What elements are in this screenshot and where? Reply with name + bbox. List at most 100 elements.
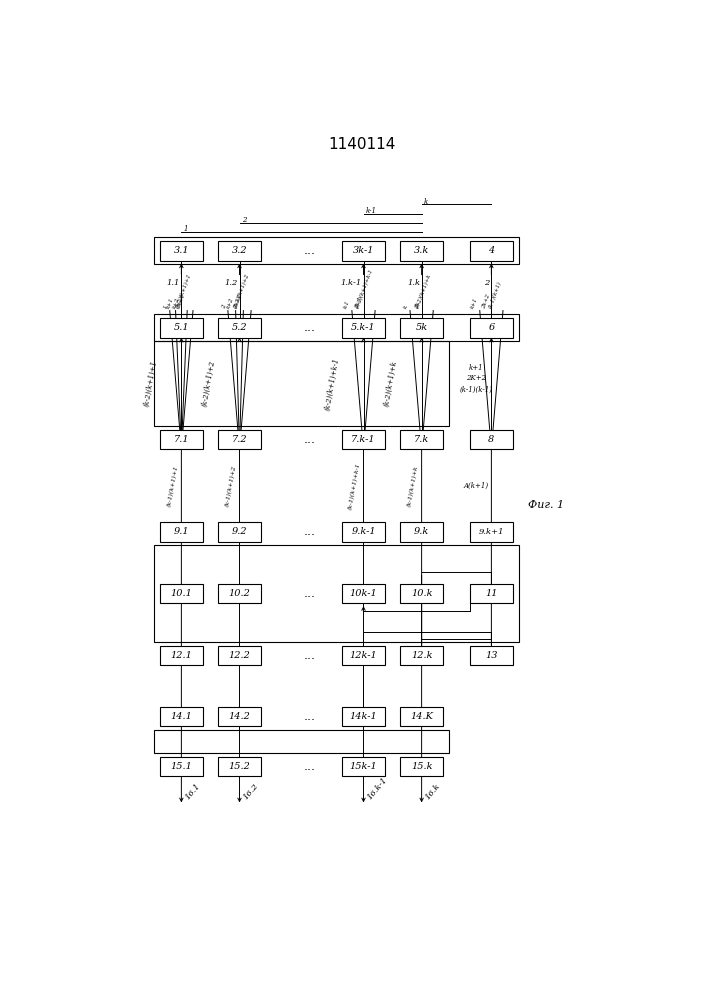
Text: k-1: k-1 [344, 299, 351, 309]
Bar [218, 757, 261, 776]
Text: 2k+1: 2k+1 [177, 293, 187, 309]
Bar [218, 522, 261, 542]
Bar [470, 522, 513, 542]
Bar [400, 584, 443, 603]
Bar [342, 707, 385, 726]
Text: 9.k-1: 9.k-1 [351, 527, 376, 536]
Text: (k-1)(k+1)+2: (k-1)(k+1)+2 [225, 465, 237, 507]
Text: (k-2)(k+1)+1: (k-2)(k+1)+1 [175, 273, 192, 309]
Text: 2: 2 [242, 216, 246, 224]
Text: 15.2: 15.2 [228, 762, 250, 771]
Text: 3.1: 3.1 [173, 246, 189, 255]
Text: 10.1: 10.1 [170, 589, 192, 598]
Text: 3.2: 3.2 [232, 246, 247, 255]
Text: 14.K: 14.K [410, 712, 433, 721]
Bar [160, 646, 203, 665]
Text: 8: 8 [489, 435, 494, 444]
Text: 10.2: 10.2 [228, 589, 250, 598]
Bar [154, 545, 519, 642]
Text: (k-2)(k+1)+2: (k-2)(k+1)+2 [201, 360, 216, 408]
Bar [470, 318, 513, 338]
Text: 1.k: 1.k [407, 279, 420, 287]
Text: ...: ... [303, 525, 315, 538]
Bar [470, 646, 513, 665]
Text: 16.k-1: 16.k-1 [366, 776, 389, 801]
Bar [470, 430, 513, 449]
Bar [470, 584, 513, 603]
Text: 7.1: 7.1 [173, 435, 189, 444]
Bar [218, 707, 261, 726]
Bar [342, 522, 385, 542]
Bar [154, 730, 449, 753]
Text: 2k+2: 2k+2 [233, 293, 243, 309]
Text: 13: 13 [485, 651, 498, 660]
Text: k+2: k+2 [226, 297, 235, 309]
Text: (k-2)(k+1)+2: (k-2)(k+1)+2 [233, 273, 250, 309]
Text: 16.1: 16.1 [184, 782, 202, 801]
Text: 2K+2: 2K+2 [466, 374, 486, 382]
Bar [400, 757, 443, 776]
Text: 1: 1 [163, 304, 169, 309]
Text: 9.2: 9.2 [232, 527, 247, 536]
Text: 14.2: 14.2 [228, 712, 250, 721]
Bar [400, 646, 443, 665]
Text: ...: ... [303, 710, 315, 723]
Text: 4: 4 [489, 246, 494, 255]
Text: 1.k-1: 1.k-1 [341, 279, 362, 287]
Text: (k-1)(k-1): (k-1)(k-1) [460, 386, 492, 394]
Bar [342, 430, 385, 449]
Text: 5.k-1: 5.k-1 [351, 323, 376, 332]
Text: ...: ... [303, 244, 315, 257]
Text: (k-1)(k+1)+1: (k-1)(k+1)+1 [167, 465, 179, 507]
Bar [342, 318, 385, 338]
Text: 15.1: 15.1 [170, 762, 192, 771]
Text: 2k-1: 2k-1 [354, 296, 363, 309]
Text: k+1: k+1 [470, 297, 479, 309]
Text: 9.1: 9.1 [173, 527, 189, 536]
Bar [400, 522, 443, 542]
Bar [160, 757, 203, 776]
Bar [154, 237, 519, 264]
Bar [160, 707, 203, 726]
Bar [218, 430, 261, 449]
Text: 6: 6 [489, 323, 494, 332]
Bar [160, 522, 203, 542]
Bar [342, 646, 385, 665]
Text: 16.2: 16.2 [242, 782, 260, 801]
Text: 2: 2 [484, 279, 490, 287]
Text: (k-2)(k+1)+k-1: (k-2)(k+1)+k-1 [324, 357, 341, 411]
Text: 15k-1: 15k-1 [350, 762, 378, 771]
Bar [218, 646, 261, 665]
Bar [400, 707, 443, 726]
Text: 16.k: 16.k [424, 782, 442, 801]
Text: k: k [404, 304, 409, 309]
Text: 5.1: 5.1 [173, 323, 189, 332]
Bar [218, 241, 261, 261]
Text: 7.k: 7.k [414, 435, 429, 444]
Text: (k-2)(k+1)+k-1: (k-2)(k+1)+k-1 [355, 268, 374, 309]
Text: 10k-1: 10k-1 [350, 589, 378, 598]
Text: 3.k: 3.k [414, 246, 429, 255]
Text: 2k+2: 2k+2 [481, 293, 491, 309]
Text: k+2: k+2 [172, 297, 180, 309]
Text: ...: ... [303, 433, 315, 446]
Text: 11: 11 [485, 589, 498, 598]
Bar [342, 584, 385, 603]
Text: k+1: k+1 [166, 297, 175, 309]
Bar [342, 757, 385, 776]
Text: (k-1)(k+1)+k: (k-1)(k+1)+k [407, 465, 419, 507]
Bar [218, 584, 261, 603]
Text: k: k [424, 198, 428, 206]
Text: (k-1)(k+1)+k-1: (k-1)(k+1)+k-1 [348, 462, 361, 510]
Text: 12.k: 12.k [411, 651, 433, 660]
Text: 9.k+1: 9.k+1 [479, 528, 504, 536]
Text: 2: 2 [221, 304, 227, 309]
Bar [470, 241, 513, 261]
Text: 10.k: 10.k [411, 589, 433, 598]
Bar [160, 430, 203, 449]
Text: 3k-1: 3k-1 [353, 246, 374, 255]
Text: 2k: 2k [414, 301, 421, 309]
Text: A(k+1): A(k+1) [464, 482, 489, 490]
Text: 14.1: 14.1 [170, 712, 192, 721]
Text: 12.2: 12.2 [228, 651, 250, 660]
